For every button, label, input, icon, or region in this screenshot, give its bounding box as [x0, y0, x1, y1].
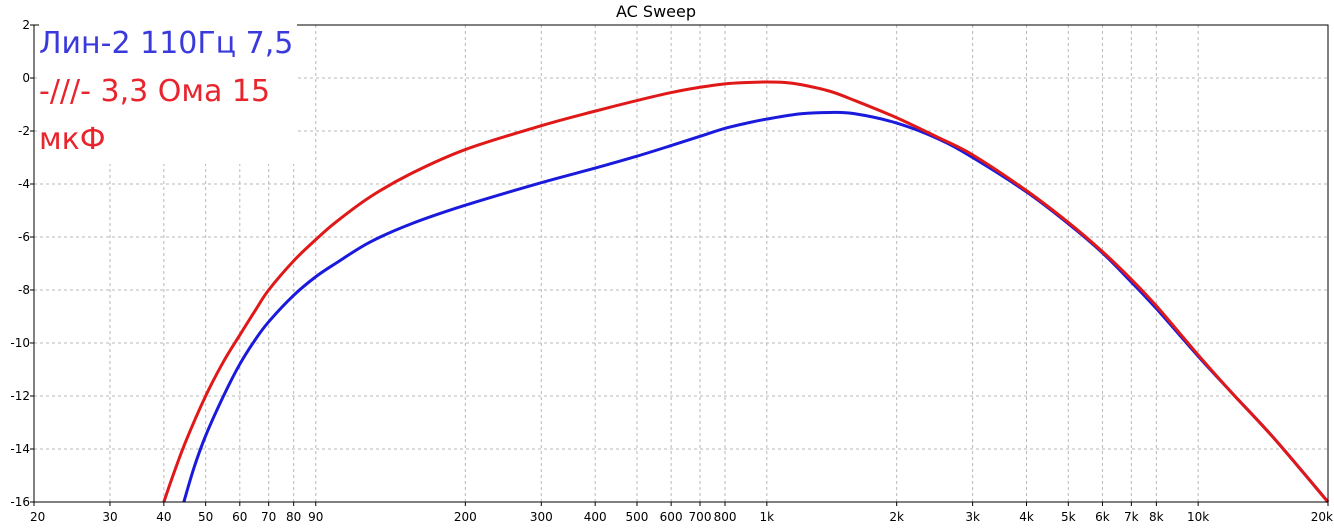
x-tick-label: 300: [530, 510, 553, 524]
x-tick-label: 800: [714, 510, 737, 524]
x-tick-label: 60: [232, 510, 247, 524]
x-tick-label: 4k: [1019, 510, 1034, 524]
legend-line-3: мкФ: [39, 122, 106, 157]
legend: Лин-2 110Гц 7,5 -///- 3,3 Ома 15 мкФ: [39, 20, 298, 164]
y-tick-label: -2: [18, 124, 30, 138]
y-tick-label: -4: [18, 177, 30, 191]
legend-line-2: -///- 3,3 Ома 15: [39, 74, 271, 109]
x-tick-label: 400: [584, 510, 607, 524]
x-tick-label: 5k: [1061, 510, 1076, 524]
y-tick-label: -10: [10, 336, 30, 350]
y-tick-label: -6: [18, 230, 30, 244]
y-tick-label: -12: [10, 389, 30, 403]
x-tick-label: 20: [30, 510, 45, 524]
x-tick-label: 40: [156, 510, 171, 524]
x-tick-label: 20k: [1311, 510, 1333, 524]
x-tick-label: 500: [626, 510, 649, 524]
x-tick-label: 1k: [760, 510, 775, 524]
y-tick-label: -14: [10, 442, 30, 456]
chart-title: AC Sweep: [616, 2, 696, 21]
series-line-2: [162, 80, 1330, 503]
x-tick-label: 600: [660, 510, 683, 524]
x-tick-label: 90: [308, 510, 323, 524]
y-axis-ticks: 2 0 -2 -4 -6 -8 -10 -12 -14 -16: [10, 18, 34, 509]
x-tick-label: 10k: [1187, 510, 1209, 524]
x-tick-label: 80: [286, 510, 301, 524]
x-tick-label: 8k: [1149, 510, 1164, 524]
plot-frame: [33, 24, 1329, 503]
x-tick-label: 7k: [1124, 510, 1139, 524]
x-tick-label: 70: [261, 510, 276, 524]
x-tick-label: 3k: [965, 510, 980, 524]
x-tick-label: 50: [198, 510, 213, 524]
x-tick-label: 200: [454, 510, 477, 524]
x-axis-ticks: 20 30 40 50 60 70 80 90 200 300 400 500 600 700 800 1k 2…: [30, 502, 1333, 524]
series-layer: [162, 80, 1330, 503]
legend-line-1: Лин-2 110Гц 7,5: [39, 26, 294, 61]
y-tick-label: -8: [18, 283, 30, 297]
x-tick-label: 2k: [889, 510, 904, 524]
x-tick-label: 700: [689, 510, 712, 524]
y-tick-label: -16: [10, 495, 30, 509]
y-tick-label: 2: [22, 18, 30, 32]
x-tick-label: 6k: [1095, 510, 1110, 524]
y-tick-label: 0: [22, 71, 30, 85]
x-tick-label: 30: [102, 510, 117, 524]
